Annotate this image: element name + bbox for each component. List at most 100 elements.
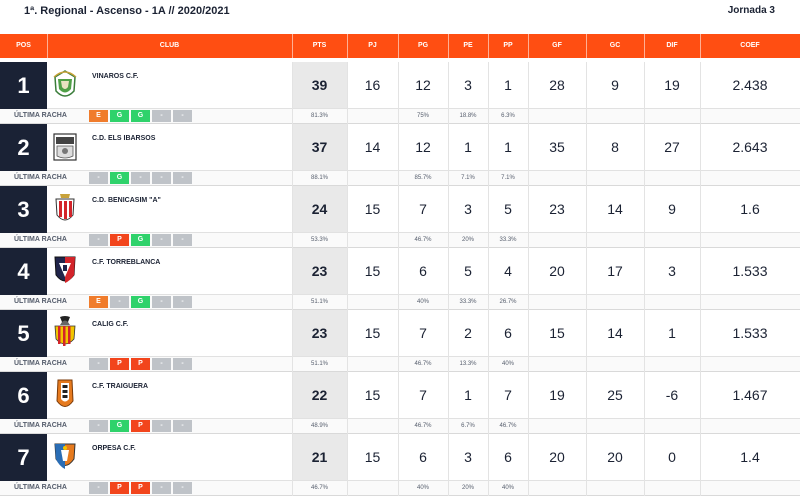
- cell-coef: 1.467: [732, 387, 768, 403]
- percent-pe: 18.8%: [459, 113, 477, 119]
- percent-pe: 20%: [461, 485, 474, 491]
- table-row[interactable]: 1 VINAROS C.F. 39 16 12 3 1 28 9 19 2.438 ÚLTIMA RA…: [0, 62, 800, 124]
- streak-row: ÚLTIMA RACHA - G - - -88.1% 85.7% 7.1% 7.1%: [0, 171, 800, 186]
- column-divider: [644, 62, 645, 124]
- col-pp[interactable]: PP: [503, 42, 513, 49]
- streak-badge: -: [131, 172, 150, 184]
- club-name[interactable]: CALIG C.F.: [92, 321, 129, 328]
- streak-badge: -: [152, 420, 171, 432]
- cell-gc: 14: [607, 201, 623, 217]
- club-name[interactable]: C.F. TRAIGUERA: [92, 383, 148, 390]
- streak-badge: -: [89, 358, 108, 370]
- table-row[interactable]: 7 ORPESA C.F. 21 15 6 3 6 20 20 0 1.4 ÚLTIMA RACHA -…: [0, 434, 800, 496]
- percent-pe: 13.3%: [459, 361, 477, 367]
- column-divider: [347, 62, 348, 124]
- table-row[interactable]: 3 C.D. BENICASIM "A" 24 15 7 3 5 23 14 9 1.6 ÚLTIMA…: [0, 186, 800, 248]
- torreblanca-crest-icon: [52, 253, 78, 289]
- row-main: [0, 434, 800, 481]
- column-divider: [448, 310, 449, 372]
- cell-dif: 0: [668, 449, 676, 465]
- table-row[interactable]: 4 C.F. TORREBLANCA 23 15 6 5 4 20 17 3 1.533 ÚLTIMA…: [0, 248, 800, 310]
- column-divider: [700, 310, 701, 372]
- col-club[interactable]: CLUB: [159, 42, 180, 49]
- streak-badge: P: [110, 482, 129, 494]
- cell-pe: 1: [464, 139, 472, 155]
- cell-gc: 17: [607, 263, 623, 279]
- streak-badge: -: [89, 482, 108, 494]
- streak-badge: G: [110, 172, 129, 184]
- header-separator: [644, 34, 645, 58]
- column-divider: [586, 372, 587, 434]
- column-divider: [398, 248, 399, 310]
- column-divider: [398, 124, 399, 186]
- percent-pg: 75%: [416, 113, 429, 119]
- column-divider: [398, 434, 399, 496]
- percent-pp: 7.1%: [501, 175, 515, 181]
- cell-dif: -6: [665, 387, 679, 403]
- club-name[interactable]: C.D. BENICASIM "A": [92, 197, 161, 204]
- percent-pg: 46.7%: [414, 361, 432, 367]
- cell-pj: 15: [364, 387, 381, 403]
- cell-coef: 2.643: [732, 139, 768, 155]
- cell-gf: 23: [549, 201, 565, 217]
- position-number: 7: [0, 434, 47, 482]
- table-row[interactable]: 2 C.D. ELS IBARSOS 37 14 12 1 1 35 8 27 2.643 ÚLTIM…: [0, 124, 800, 186]
- column-divider: [528, 434, 529, 496]
- col-coef[interactable]: COEF: [740, 42, 760, 49]
- percent-pe: 6.7%: [461, 423, 475, 429]
- cell-pe: 1: [464, 387, 472, 403]
- club-name[interactable]: C.D. ELS IBARSOS: [92, 135, 156, 142]
- col-gc[interactable]: GC: [609, 42, 621, 49]
- column-divider: [528, 248, 529, 310]
- cell-gc: 20: [607, 449, 623, 465]
- standings-header: POS CLUB PTS PJ PG PE PP GF GC DIF COEF: [0, 34, 800, 58]
- table-row[interactable]: 5 CALIG C.F. 23 15 7 2 6 15 14 1 1.533 ÚLTIMA RACHA…: [0, 310, 800, 372]
- column-divider: [347, 248, 348, 310]
- position-number: 3: [0, 186, 47, 234]
- club-name[interactable]: C.F. TORREBLANCA: [92, 259, 161, 266]
- col-pj[interactable]: PJ: [368, 42, 377, 49]
- streak-label: ÚLTIMA RACHA: [14, 174, 67, 181]
- round-label: Jornada 3: [727, 5, 775, 16]
- col-pg[interactable]: PG: [417, 42, 429, 49]
- streak-badge: G: [131, 234, 150, 246]
- top-bar: 1ª. Regional - Ascenso - 1A // 2020/2021…: [0, 0, 800, 24]
- cell-pe: 3: [464, 201, 472, 217]
- cell-dif: 19: [664, 77, 680, 93]
- header-separator: [586, 34, 587, 58]
- column-divider: [700, 62, 701, 124]
- position-number: 4: [0, 248, 47, 296]
- cell-gf: 35: [549, 139, 565, 155]
- cell-pts: 39: [311, 77, 328, 93]
- club-name[interactable]: ORPESA C.F.: [92, 445, 136, 452]
- column-divider: [644, 124, 645, 186]
- cell-pe: 5: [464, 263, 472, 279]
- column-divider: [644, 248, 645, 310]
- percent-pts: 51.1%: [310, 361, 328, 367]
- column-divider: [347, 310, 348, 372]
- col-gf[interactable]: GF: [552, 42, 562, 49]
- traiguera-crest-icon: [52, 377, 78, 413]
- cell-pe: 2: [464, 325, 472, 341]
- percent-pp: 40%: [501, 485, 514, 491]
- row-main: [0, 372, 800, 419]
- column-divider: [586, 248, 587, 310]
- col-dif[interactable]: DIF: [666, 42, 678, 49]
- col-pe[interactable]: PE: [463, 42, 473, 49]
- cell-pg: 6: [419, 263, 427, 279]
- club-name[interactable]: VINAROS C.F.: [92, 73, 139, 80]
- percent-pts: 46.7%: [310, 485, 328, 491]
- col-pos[interactable]: POS: [16, 42, 31, 49]
- table-row[interactable]: 6 C.F. TRAIGUERA 22 15 7 1 7 19 25 -6 1.467 ÚLTIMA …: [0, 372, 800, 434]
- header-separator: [448, 34, 449, 58]
- cell-pp: 4: [504, 263, 512, 279]
- percent-pts: 48.9%: [310, 423, 328, 429]
- streak-badge: G: [110, 110, 129, 122]
- col-pts[interactable]: PTS: [312, 42, 327, 49]
- streak-badge: -: [152, 110, 171, 122]
- percent-pp: 26.7%: [499, 299, 517, 305]
- column-divider: [292, 124, 293, 186]
- column-divider: [448, 124, 449, 186]
- position-number: 2: [0, 124, 47, 172]
- cell-pp: 6: [504, 449, 512, 465]
